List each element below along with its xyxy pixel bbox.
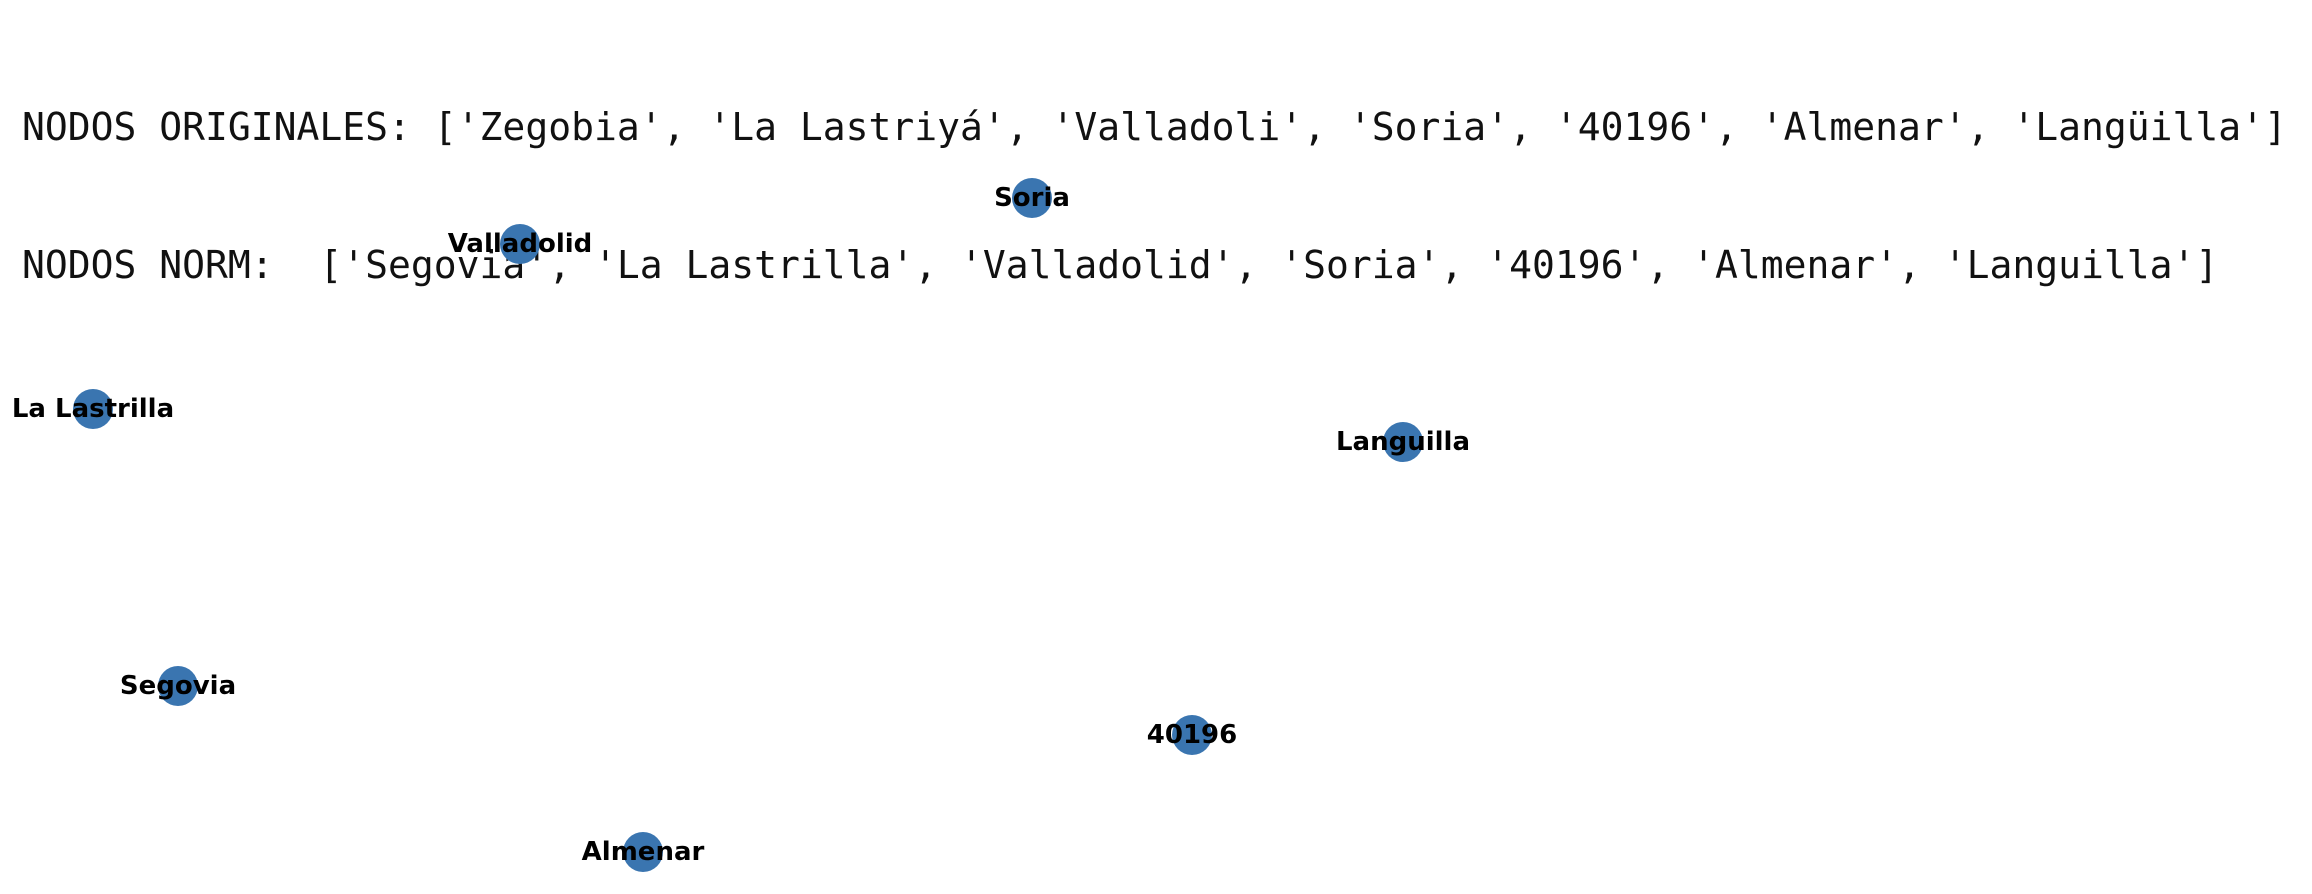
node-label: Segovia [119,671,237,701]
normalized-nodes-line: NODOS NORM: ['Segovia', 'La Lastrilla', … [22,243,2219,287]
node-label: Languilla [1335,427,1471,457]
node-marker [1012,178,1052,218]
node-label: La Lastrilla [11,394,175,424]
node-marker [1383,422,1423,462]
node-marker [623,832,663,872]
cell-output-text: NODOS ORIGINALES: ['Zegobia', 'La Lastri… [22,12,2287,334]
node-marker [73,389,113,429]
node-label: Soria [994,183,1070,213]
node-marker [1172,715,1212,755]
node-label: 40196 [1146,720,1238,750]
node-marker [158,666,198,706]
node-label: Almenar [581,837,705,867]
node-label: Valladolid [447,229,593,259]
node-marker [500,224,540,264]
original-nodes-line: NODOS ORIGINALES: ['Zegobia', 'La Lastri… [22,105,2287,149]
